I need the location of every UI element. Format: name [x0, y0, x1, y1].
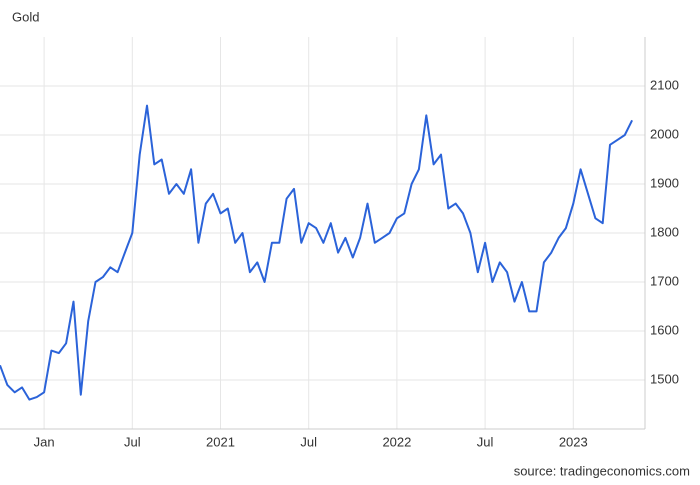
x-tick-label: 2023: [559, 434, 588, 449]
y-tick-label: 2100: [650, 77, 679, 92]
y-tick-label: 1500: [650, 371, 679, 386]
y-tick-label: 1900: [650, 175, 679, 190]
chart-title: Gold: [12, 9, 39, 24]
x-tick-label: 2021: [206, 434, 235, 449]
x-tick-label: Jan: [34, 434, 55, 449]
y-tick-label: 1700: [650, 273, 679, 288]
y-tick-label: 2000: [650, 126, 679, 141]
source: source: tradingeconomics.com: [514, 463, 690, 478]
x-tick-label: 2022: [382, 434, 411, 449]
x-tick-label: Jul: [477, 434, 494, 449]
series-line: [0, 104, 633, 401]
y-tick-label: 1800: [650, 224, 679, 239]
y-tick-label: 1600: [650, 322, 679, 337]
x-tick-label: Jul: [300, 434, 317, 449]
x-tick-label: Jul: [124, 434, 141, 449]
